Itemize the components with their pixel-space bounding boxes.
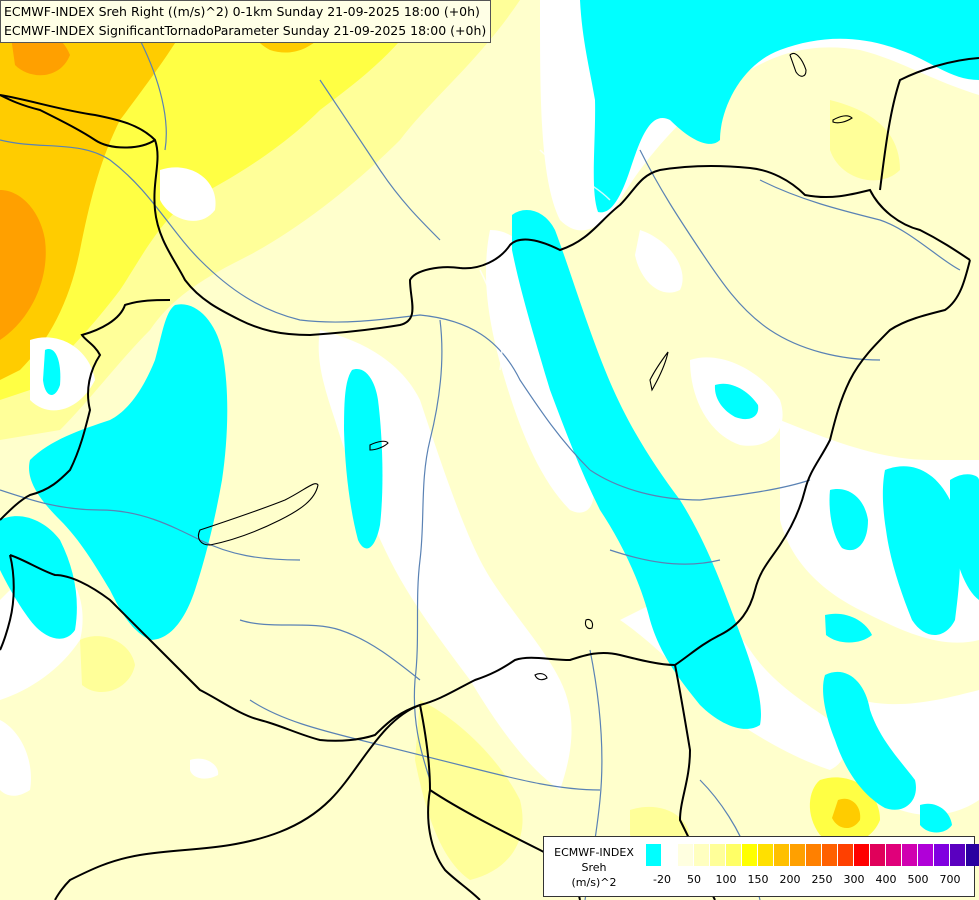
shaded-field-high [0,0,900,880]
legend-parameter: Sreh [581,861,607,874]
legend-swatch [774,844,790,866]
legend-swatch [966,844,979,866]
legend-color-scale [646,844,979,866]
legend-tick: -20 [653,873,671,886]
map-title: ECMWF-INDEX Sreh Right ((m/s)^2) 0-1km S… [0,0,492,43]
contour-lines [479,149,611,371]
legend-tick-labels: -20 50 100 150 200 250 300 400 500 700 [646,873,976,889]
color-legend: ECMWF-INDEX Sreh (m/s)^2 -20 50 100 150 200 2… [543,836,979,897]
legend-swatch [870,844,886,866]
legend-swatch [726,844,742,866]
legend-label: ECMWF-INDEX Sreh (m/s)^2 [544,845,644,890]
legend-swatch [886,844,902,866]
rivers [0,39,961,900]
legend-swatch [742,844,758,866]
legend-swatch [678,844,694,866]
lakes [197,52,853,681]
country-borders [0,57,979,900]
legend-swatch [790,844,806,866]
legend-tick: 250 [811,873,833,886]
legend-tick: 400 [875,873,897,886]
legend-tick: 700 [939,873,961,886]
legend-swatch [806,844,822,866]
legend-swatch [854,844,870,866]
legend-swatch [838,844,854,866]
legend-tick: 50 [687,873,701,886]
legend-model: ECMWF-INDEX [554,846,634,859]
legend-tick: 200 [779,873,801,886]
legend-swatch [646,844,662,866]
legend-swatch [918,844,934,866]
legend-swatch [758,844,774,866]
legend-tick: 150 [747,873,769,886]
legend-swatch [934,844,950,866]
legend-swatch [902,844,918,866]
legend-swatch [710,844,726,866]
legend-swatch [950,844,966,866]
shaded-field-low [0,0,979,833]
legend-tick: 500 [907,873,929,886]
legend-swatch [662,844,678,866]
title-line-2: ECMWF-INDEX SignificantTornadoParameter … [4,23,487,38]
legend-swatch [822,844,838,866]
legend-tick: 300 [843,873,865,886]
legend-unit: (m/s)^2 [571,876,617,889]
title-line-1: ECMWF-INDEX Sreh Right ((m/s)^2) 0-1km S… [4,4,480,19]
legend-swatch [694,844,710,866]
legend-tick: 100 [715,873,737,886]
